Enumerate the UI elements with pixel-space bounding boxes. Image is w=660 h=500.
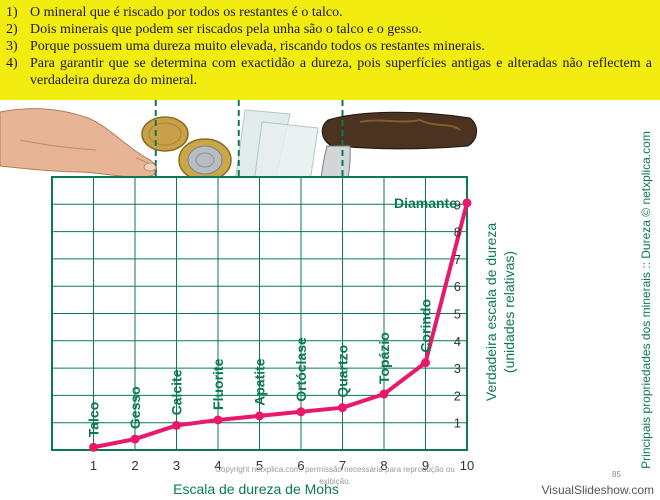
answer-1: 1) O mineral que é riscado por todos os r… xyxy=(6,4,652,21)
answers-banner: 1) O mineral que é riscado por todos os r… xyxy=(0,0,660,100)
side-title: Principais propriedades dos minerais :: … xyxy=(639,131,653,469)
x-tick-label: 3 xyxy=(173,458,180,473)
x-tick-label: 8 xyxy=(380,458,387,473)
x-tick-label: 10 xyxy=(460,458,474,473)
data-point xyxy=(89,442,98,452)
answer-text: Para garantir que se determina com exact… xyxy=(30,56,652,88)
x-tick-label: 6 xyxy=(297,458,304,473)
copper-coin-icon xyxy=(141,116,189,152)
data-point xyxy=(338,403,347,413)
mineral-label: Corindo xyxy=(418,299,434,353)
x-axis-ticks: 1 2 3 4 5 6 7 8 9 10 xyxy=(90,458,474,473)
data-point xyxy=(421,358,430,368)
answer-text: O mineral que é riscado por todos os res… xyxy=(30,5,343,20)
y-tick-label: 5 xyxy=(454,307,461,322)
answer-2: 2) Dois minerais que podem ser riscados p… xyxy=(6,21,652,38)
y-tick-label: 6 xyxy=(454,279,461,294)
page-number: 85 xyxy=(612,470,621,479)
answer-number: 2) xyxy=(6,22,18,37)
x-tick-label: 5 xyxy=(256,458,263,473)
answer-number: 4) xyxy=(6,56,18,71)
mineral-label: Quartzo xyxy=(335,345,351,398)
x-tick-label: 7 xyxy=(339,458,346,473)
y-tick-label: 4 xyxy=(454,334,461,349)
data-point xyxy=(379,389,389,399)
euro-coin-icon xyxy=(178,138,232,182)
y-axis-label-line-1: Verdadeira escala de dureza xyxy=(483,223,499,401)
x-tick-label: 9 xyxy=(422,458,429,473)
mineral-label: Gesso xyxy=(127,386,143,429)
x-axis-label: Escala de dureza de Mohs xyxy=(173,481,339,497)
y-tick-label: 1 xyxy=(454,416,461,431)
y-tick-label: 9 xyxy=(454,197,461,212)
mineral-label: Apatite xyxy=(252,358,268,406)
mineral-label: Talco xyxy=(86,402,102,438)
mineral-label: Ortóclase xyxy=(293,337,309,402)
mineral-labels: Talco Gesso Calcite Fluorite Apatite Ortóclas… xyxy=(86,195,458,437)
hardness-series xyxy=(89,198,472,452)
data-point xyxy=(172,420,181,430)
answer-4: 4) Para garantir que se determina com exa… xyxy=(6,55,652,89)
data-point xyxy=(213,415,223,425)
y-axis-label-line-2: (unidades relativas) xyxy=(501,251,517,373)
y-tick-label: 7 xyxy=(454,252,461,267)
hand-fingernail-icon xyxy=(0,108,158,178)
mineral-label: Calcite xyxy=(169,369,185,415)
mineral-label: Topázio xyxy=(376,332,392,384)
copyright-notice: Copyright netxplica.com: permissão neces… xyxy=(215,465,455,486)
y-tick-label: 3 xyxy=(454,361,461,376)
data-point xyxy=(296,407,306,417)
series-line xyxy=(93,202,469,450)
answer-text: Dois minerais que podem ser riscados pel… xyxy=(30,22,422,37)
x-tick-label: 4 xyxy=(214,458,221,473)
answer-number: 3) xyxy=(6,39,18,54)
y-axis-ticks: 1 2 3 4 5 6 7 8 9 xyxy=(454,197,461,430)
mineral-label: Fluorite xyxy=(210,358,226,410)
chart-grid xyxy=(52,177,467,450)
mineral-label: Diamante xyxy=(394,195,457,211)
answer-3: 3) Porque possuem uma dureza muito elevad… xyxy=(6,38,652,55)
data-point xyxy=(462,198,472,208)
y-tick-label: 2 xyxy=(454,388,461,403)
data-point xyxy=(130,434,140,444)
illustrations xyxy=(0,108,477,252)
data-point xyxy=(255,411,264,421)
x-tick-label: 2 xyxy=(131,458,138,473)
answer-number: 1) xyxy=(6,5,18,20)
y-tick-label: 8 xyxy=(454,225,461,240)
brand-watermark: VisualSlideshow.com xyxy=(541,483,654,497)
x-tick-label: 1 xyxy=(90,458,97,473)
answer-text: Porque possuem uma dureza muito elevada,… xyxy=(30,39,485,54)
